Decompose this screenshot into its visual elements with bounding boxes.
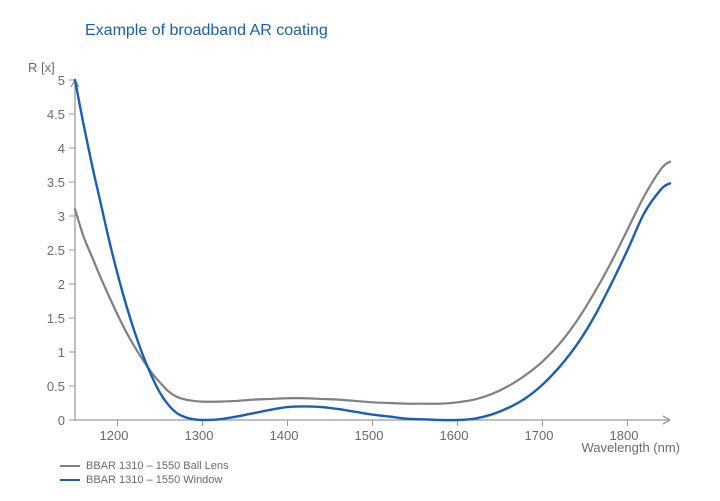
x-tick-label: 1600	[440, 428, 469, 443]
y-tick-label: 5	[58, 73, 65, 88]
x-tick-label: 1400	[270, 428, 299, 443]
legend-label: BBAR 1310 – 1550 Ball Lens	[86, 460, 229, 472]
x-tick-label: 1200	[100, 428, 129, 443]
y-tick-label: 2	[58, 277, 65, 292]
x-tick-label: 1500	[355, 428, 384, 443]
y-tick-label: 1	[58, 345, 65, 360]
chart-plot-area	[0, 0, 720, 501]
series-line	[75, 80, 670, 420]
y-tick-label: 1.5	[47, 311, 65, 326]
legend-item: BBAR 1310 – 1550 Ball Lens	[60, 460, 229, 472]
series-line	[75, 162, 670, 404]
legend-swatch	[60, 479, 80, 481]
x-tick-label: 1300	[185, 428, 214, 443]
legend-label: BBAR 1310 – 1550 Window	[86, 474, 222, 486]
x-tick-label: 1800	[610, 428, 639, 443]
y-tick-label: 2.5	[47, 243, 65, 258]
chart-legend: BBAR 1310 – 1550 Ball Lens BBAR 1310 – 15…	[60, 460, 229, 488]
y-tick-label: 3	[58, 209, 65, 224]
y-tick-label: 4	[58, 141, 65, 156]
y-tick-label: 4.5	[47, 107, 65, 122]
legend-item: BBAR 1310 – 1550 Window	[60, 474, 229, 486]
legend-swatch	[60, 465, 80, 467]
y-tick-label: 0.5	[47, 379, 65, 394]
y-tick-label: 3.5	[47, 175, 65, 190]
x-tick-label: 1700	[525, 428, 554, 443]
y-tick-label: 0	[58, 413, 65, 428]
